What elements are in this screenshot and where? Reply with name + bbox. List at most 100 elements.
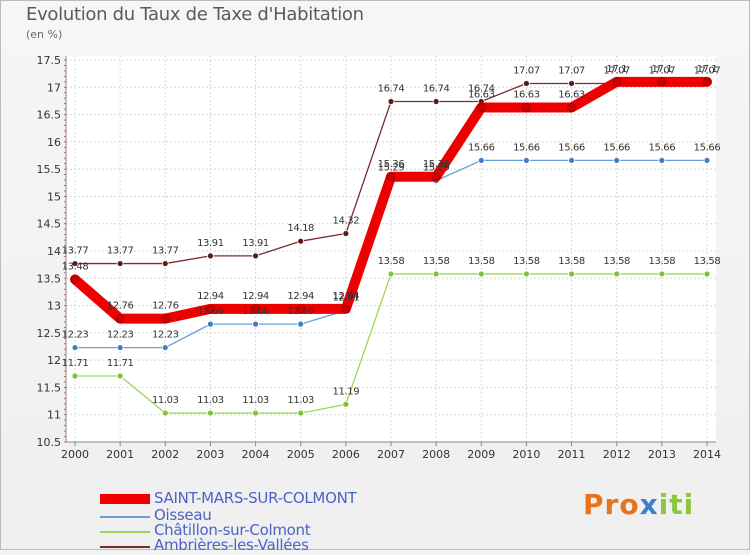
data-label-saint-mars-sur-colmont: 12.94 <box>287 291 314 302</box>
legend-swatch <box>100 494 150 504</box>
data-point-ambri-res-les-vall-es <box>161 260 169 267</box>
data-point-ambri-res-les-vall-es <box>342 230 350 237</box>
data-label-ambri-res-les-vall-es: 17.07 <box>649 65 676 76</box>
legend-label: SAINT-MARS-SUR-COLMONT <box>154 489 357 507</box>
x-tick-label: 2003 <box>196 448 224 461</box>
data-point-saint-mars-sur-colmont <box>341 304 351 314</box>
data-point-saint-mars-sur-colmont <box>70 274 80 284</box>
data-label-ambri-res-les-vall-es: 16.74 <box>468 83 495 94</box>
x-tick-label: 2013 <box>648 448 676 461</box>
data-point-oisseau <box>477 157 485 164</box>
data-point-oisseau <box>252 320 259 328</box>
data-label-ambri-res-les-vall-es: 13.77 <box>107 246 134 257</box>
data-point-oisseau <box>116 344 124 351</box>
data-label-saint-mars-sur-colmont: 16.63 <box>558 89 585 100</box>
data-point-saint-mars-sur-colmont <box>522 103 531 112</box>
data-label-saint-mars-sur-colmont: 12.94 <box>333 291 360 302</box>
data-point-saint-mars-sur-colmont <box>476 103 486 112</box>
data-label-oisseau: 15.66 <box>513 142 540 153</box>
y-tick-label: 11.5 <box>37 381 62 394</box>
data-label-ambri-res-les-vall-es: 14.32 <box>333 216 360 227</box>
data-label-oisseau: 15.66 <box>694 142 721 153</box>
data-label-saint-mars-sur-colmont: 12.94 <box>197 291 224 302</box>
data-point-saint-mars-sur-colmont <box>567 103 576 112</box>
x-tick-label: 2007 <box>377 448 405 461</box>
data-point-oisseau <box>161 344 169 351</box>
logo-letter: t <box>669 488 684 521</box>
data-point-ch-tillon-sur-colmont <box>477 270 485 278</box>
y-tick-label: 14 <box>47 245 61 258</box>
legend-label: Châtillon-sur-Colmont <box>154 521 311 539</box>
data-point-ambri-res-les-vall-es <box>207 252 214 260</box>
legend-swatch <box>100 531 150 533</box>
data-label-ambri-res-les-vall-es: 17.07 <box>603 65 630 76</box>
data-point-saint-mars-sur-colmont <box>115 314 125 324</box>
data-point-ch-tillon-sur-colmont <box>658 270 666 278</box>
legend-swatch <box>100 516 150 518</box>
data-point-saint-mars-sur-colmont <box>431 172 441 182</box>
data-point-saint-mars-sur-colmont <box>251 304 260 314</box>
data-label-saint-mars-sur-colmont: 17.1 <box>697 64 718 75</box>
data-label-ch-tillon-sur-colmont: 11.71 <box>62 358 89 369</box>
x-tick-label: 2010 <box>512 448 540 461</box>
chart-title: Evolution du Taux de Taxe d'Habitation <box>26 4 364 25</box>
data-point-ambri-res-les-vall-es <box>116 260 124 267</box>
data-label-ambri-res-les-vall-es: 14.18 <box>287 223 314 234</box>
data-label-ch-tillon-sur-colmont: 13.58 <box>649 256 676 267</box>
x-tick-label: 2005 <box>287 448 315 461</box>
legend-swatch <box>100 546 150 548</box>
data-point-ambri-res-les-vall-es <box>568 80 575 87</box>
x-tick-label: 2008 <box>422 448 450 461</box>
y-tick-label: 15 <box>47 190 61 203</box>
data-label-oisseau: 15.29 <box>423 163 450 174</box>
data-label-oisseau: 12.23 <box>62 330 89 341</box>
data-label-saint-mars-sur-colmont: 15.36 <box>423 159 450 170</box>
data-label-ch-tillon-sur-colmont: 13.58 <box>378 256 405 267</box>
data-label-oisseau: 15.66 <box>468 142 495 153</box>
data-label-ch-tillon-sur-colmont: 13.58 <box>423 256 450 267</box>
data-label-saint-mars-sur-colmont: 13.48 <box>62 261 89 272</box>
data-label-ch-tillon-sur-colmont: 11.03 <box>197 395 224 406</box>
y-tick-label: 10.5 <box>37 436 62 449</box>
data-label-oisseau: 15.66 <box>649 142 676 153</box>
data-point-ch-tillon-sur-colmont <box>387 270 395 278</box>
data-point-ambri-res-les-vall-es <box>387 98 395 105</box>
data-point-saint-mars-sur-colmont <box>386 172 396 182</box>
logo-letter: o <box>619 488 640 521</box>
y-tick-label: 12.5 <box>37 327 62 340</box>
data-label-oisseau: 15.66 <box>603 142 630 153</box>
data-point-ch-tillon-sur-colmont <box>161 409 169 417</box>
data-label-saint-mars-sur-colmont: 12.76 <box>107 301 134 312</box>
data-label-oisseau: 12.23 <box>107 330 134 341</box>
data-point-saint-mars-sur-colmont <box>657 77 667 87</box>
legend-label: Oisseau <box>154 506 212 524</box>
data-point-oisseau <box>523 157 530 164</box>
data-label-oisseau: 15.29 <box>378 163 405 174</box>
data-label-ch-tillon-sur-colmont: 11.03 <box>242 395 269 406</box>
data-point-oisseau <box>71 344 79 351</box>
data-label-oisseau: 12.66 <box>242 306 269 317</box>
data-label-ch-tillon-sur-colmont: 11.19 <box>333 386 360 397</box>
data-label-ambri-res-les-vall-es: 16.74 <box>378 83 405 94</box>
data-point-ch-tillon-sur-colmont <box>342 400 350 408</box>
data-label-ch-tillon-sur-colmont: 11.03 <box>287 395 314 406</box>
data-label-oisseau: 12.23 <box>152 330 179 341</box>
line-chart: 10.5 11 11.5 12 12.5 13 13.5 14 14.5 15 15.5 16 16.5… <box>37 54 722 461</box>
data-label-ch-tillon-sur-colmont: 11.71 <box>107 358 134 369</box>
x-tick-label: 2014 <box>693 448 721 461</box>
y-tick-label: 13 <box>47 300 61 313</box>
x-tick-label: 2004 <box>242 448 270 461</box>
data-point-saint-mars-sur-colmont <box>612 77 622 87</box>
x-tick-label: 2000 <box>61 448 89 461</box>
data-point-oisseau <box>207 320 214 328</box>
y-tick-label: 13.5 <box>37 272 62 285</box>
logo-letter: i <box>658 488 670 521</box>
data-point-ambri-res-les-vall-es <box>71 260 79 267</box>
logo-letter: P <box>583 488 605 521</box>
data-label-ch-tillon-sur-colmont: 11.03 <box>152 395 179 406</box>
data-point-ch-tillon-sur-colmont <box>703 270 711 278</box>
x-tick-label: 2009 <box>467 448 495 461</box>
y-tick-label: 14.5 <box>37 218 62 231</box>
data-label-saint-mars-sur-colmont: 17.1 <box>652 64 673 75</box>
data-point-saint-mars-sur-colmont <box>702 77 712 87</box>
